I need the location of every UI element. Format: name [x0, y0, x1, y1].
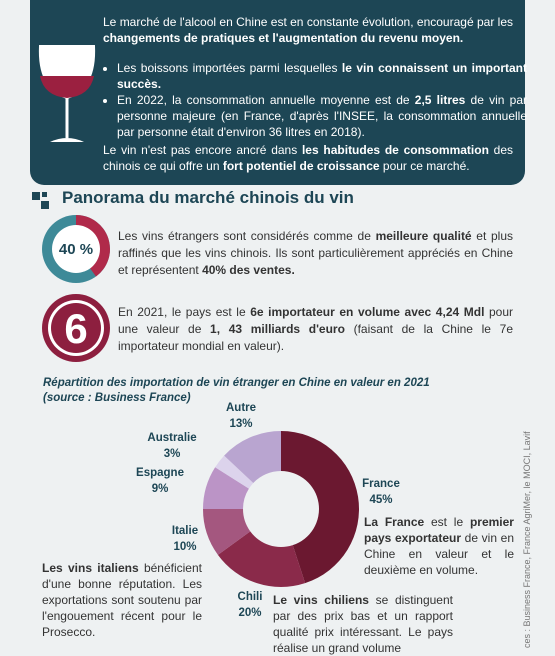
bold-text: Les vins italiens: [42, 561, 139, 575]
bold-text: Le vins chiliens: [273, 593, 369, 607]
annotation: Les vins italiens bénéficient d'une bonn…: [42, 560, 202, 640]
text: Le vin n'est pas encore ancré dans: [103, 143, 302, 157]
slice-value-label: 9%: [152, 483, 169, 495]
intro-box: [30, 0, 525, 185]
stat-text: En 2021, le pays est le 6e importateur e…: [118, 304, 513, 355]
donut-slice: [203, 509, 251, 555]
stat-text: Les vins étrangers sont considérés comme…: [118, 228, 513, 279]
slice-value-label: 3%: [164, 448, 181, 460]
text: (faisant de la Chine le 7e importateur m…: [118, 322, 513, 353]
slice-value-label: 13%: [229, 418, 252, 430]
text: pour ce marché.: [379, 159, 470, 173]
bold-text: les habitudes de consommation: [301, 143, 489, 157]
donut-slice: [203, 467, 249, 509]
slice-value-label: 20%: [238, 607, 261, 619]
text: Les boissons importées parmi lesquelles: [117, 61, 342, 75]
bold-text: La France: [364, 515, 425, 529]
donut-slice: [224, 431, 281, 483]
text: En 2022, la consommation annuelle moyenn…: [117, 93, 415, 107]
source-note: ces : Business France, France AgriMer, l…: [522, 431, 532, 648]
bold-text: 2,5 litres: [414, 93, 466, 107]
list-item: Les boissons importées parmi lesquelles …: [117, 60, 527, 92]
donut-chart: France 45% Chili 20% Italie 10% Espagne 9% Austr…: [136, 402, 400, 619]
annotation: La France est le premier pays exportateu…: [364, 514, 514, 578]
donut-slice: [215, 455, 254, 489]
wine-glass-icon: [38, 45, 96, 142]
intro-paragraph: Le marché de l'alcool en Chine est en co…: [103, 14, 513, 46]
badges: 40 % 6: [42, 215, 110, 362]
intro-paragraph: Le vin n'est pas encore ancré dans les h…: [103, 142, 513, 174]
slice-value-label: 10%: [173, 541, 196, 553]
slice-category: Espagne: [136, 467, 184, 479]
text: des chinois ce qui offre un: [103, 143, 513, 173]
badge-inner: [51, 303, 101, 353]
text: est le: [424, 515, 470, 529]
bold-text: 1, 43 milliards d'euro: [210, 322, 345, 336]
bold-text: 6e importateur en volume avec 4,24 Mdl: [250, 305, 485, 319]
annotation: Le vins chiliens se distinguent par des …: [273, 592, 453, 656]
intro-list: Les boissons importées parmi lesquelles …: [103, 60, 527, 140]
slice-value-label: 45%: [369, 494, 392, 506]
donut-slice: [281, 431, 360, 584]
slice-category: Australie: [147, 432, 196, 444]
slice-category: Chili: [238, 591, 263, 603]
text: bénéficient d'une bonne réputation. Les …: [42, 561, 202, 639]
text: de vin en Chine en valeur et le deuxième…: [364, 531, 514, 577]
text: En 2021, le pays est le: [118, 305, 251, 319]
text: pour une valeur de: [118, 305, 513, 336]
bold-text: premier pays exportateur: [364, 515, 514, 545]
chart-subtitle: (source : Business France): [43, 392, 191, 404]
bold-text: meilleure qualité: [375, 229, 472, 243]
donut-slice: [217, 531, 306, 587]
text: et plus raffinés que les vins chinois. I…: [118, 229, 513, 277]
badge-label: 40 %: [59, 241, 93, 258]
text: Le marché de l'alcool en Chine est en co…: [103, 15, 513, 29]
bold-text: 40% des ventes.: [202, 263, 295, 277]
slice-category: France: [362, 478, 400, 490]
section-icon: [32, 192, 49, 209]
chart-title: Répartition des importation de vin étran…: [43, 377, 430, 389]
badge-inner: [52, 225, 100, 273]
bold-text: changements de pratiques et l'augmentati…: [103, 31, 464, 45]
text: de vin par personne majeure (en France, …: [117, 93, 527, 139]
text: Les vins étrangers sont considérés comme…: [118, 229, 376, 243]
list-item: En 2022, la consommation annuelle moyenn…: [117, 92, 527, 140]
slice-category: Italie: [172, 525, 198, 537]
slice-category: Autre: [226, 402, 256, 414]
bold-text: le vin connaissent un important succès.: [117, 61, 527, 91]
bold-text: fort potentiel de croissance: [222, 159, 380, 173]
section-title: Panorama du marché chinois du vin: [62, 188, 354, 207]
badge-label: 6: [64, 305, 87, 352]
